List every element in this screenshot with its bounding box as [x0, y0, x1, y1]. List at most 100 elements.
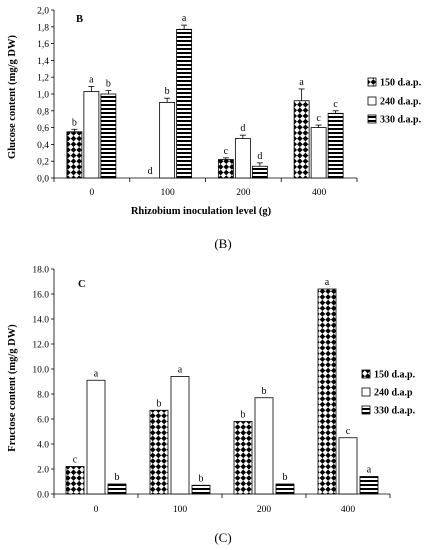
legend-label: 150 d.a.p. — [380, 78, 422, 89]
significance-letter: c — [73, 455, 78, 466]
y-tick-label: 4.0 — [37, 441, 49, 451]
bar — [107, 483, 127, 495]
y-axis-label-c: Fructose content (mg/g DW) — [7, 324, 18, 452]
bar — [233, 421, 253, 495]
x-tick-label: 200 — [257, 505, 272, 515]
y-tick-label: 8.0 — [37, 391, 49, 401]
y-tick-label: 2.0 — [37, 466, 49, 476]
bar — [234, 138, 251, 179]
bar — [170, 376, 190, 495]
legend-label: 330 d.a.p. — [380, 115, 422, 126]
bar — [275, 483, 295, 495]
caption-b: (B) — [214, 236, 231, 251]
legend-swatch — [361, 369, 371, 379]
bar — [86, 379, 106, 495]
y-tick-label: 1,4 — [37, 57, 49, 67]
significance-letter: c — [316, 113, 321, 124]
bar — [83, 91, 100, 179]
significance-letter: d — [257, 151, 262, 162]
significance-letter: a — [325, 277, 330, 288]
legend-swatch — [367, 96, 377, 106]
bar — [359, 476, 379, 495]
legend-label: 240 d.a.p — [374, 388, 413, 399]
significance-letter: d — [240, 123, 245, 134]
significance-letter: a — [94, 368, 99, 379]
significance-letter: c — [346, 426, 351, 437]
panel-label-b: B — [76, 14, 83, 25]
significance-letter: b — [241, 410, 246, 421]
x-tick-label: 100 — [173, 505, 188, 515]
legend-c: 150 d.a.p. 240 d.a.p 330 d.a.p. — [361, 369, 416, 417]
y-tick-label: 1,2 — [37, 74, 49, 84]
y-axis-label-b: Glucose content (mg/g DW) — [7, 35, 18, 159]
y-tick-label: 0,4 — [37, 141, 49, 151]
significance-letter: b — [199, 473, 204, 484]
y-tick-label: 10.0 — [32, 366, 49, 376]
legend-b: 150 d.a.p. 240 d.a.p. 330 d.a.p. — [367, 77, 422, 126]
bar — [338, 437, 358, 495]
y-tick-label: 18.0 — [32, 266, 49, 276]
significance-letter: a — [182, 13, 187, 24]
x-axis-label-b: Rhizobium inoculation level (g) — [131, 206, 272, 217]
x-tick-label: 200 — [236, 188, 251, 198]
x-tick-label: 0 — [94, 505, 99, 515]
bar — [317, 288, 337, 495]
significance-letter: a — [89, 74, 94, 85]
x-tick-label: 400 — [312, 188, 327, 198]
bar — [100, 93, 117, 179]
y-tick-label: 14.0 — [32, 316, 49, 326]
significance-letter: a — [178, 365, 183, 376]
bar — [65, 466, 85, 495]
bar — [310, 127, 327, 179]
y-tick-label: 1,8 — [37, 23, 49, 33]
legend-swatch — [361, 405, 371, 415]
x-tick-label: 400 — [341, 505, 356, 515]
y-tick-label: 1,6 — [37, 40, 49, 50]
significance-letter: b — [115, 472, 120, 483]
y-tick-label: 0,2 — [37, 158, 49, 168]
y-tick-label: 1,0 — [37, 91, 49, 101]
y-tick-label: 6.0 — [37, 416, 49, 426]
legend-label: 330 d.a.p. — [374, 406, 416, 417]
bar — [176, 28, 193, 179]
bar — [254, 397, 274, 495]
y-tick-label: 16.0 — [32, 291, 49, 301]
bar — [293, 100, 310, 179]
legend-swatch — [367, 77, 377, 87]
plot-area-b: 0,0 0,2 0,4 0,6 0,8 1,0 1,2 1,4 1,6 1,8 2,0 0 100 200… — [37, 7, 358, 198]
panel-label-c: C — [78, 279, 86, 290]
significance-letter: b — [283, 472, 288, 483]
significance-letter: b — [106, 79, 111, 90]
y-tick-label: 12.0 — [32, 341, 49, 351]
bar — [149, 409, 169, 495]
legend-swatch — [367, 114, 377, 124]
legend-label: 150 d.a.p. — [374, 370, 416, 381]
x-tick-label: 0 — [90, 188, 95, 198]
y-tick-label: 0,6 — [37, 124, 49, 134]
significance-letter: a — [367, 465, 372, 476]
significance-letter: b — [157, 398, 162, 409]
legend-swatch — [361, 387, 371, 397]
y-tick-label: 0,0 — [37, 175, 49, 185]
caption-c: (C) — [214, 530, 231, 545]
significance-letter: b — [262, 386, 267, 397]
significance-letter: b — [72, 117, 77, 128]
chart-b: B Glucose content (mg/g DW) Rhizobium in… — [7, 7, 422, 218]
significance-letter: a — [299, 77, 304, 88]
significance-letter: c — [224, 146, 229, 157]
y-tick-label: 0.0 — [37, 491, 49, 501]
chart-c: C Fructose content (mg/g DW) 0.0 2.0 4.0 6.… — [7, 266, 416, 516]
y-tick-label: 0,8 — [37, 107, 49, 117]
bar — [217, 159, 234, 179]
bar — [327, 112, 344, 179]
bar — [159, 102, 176, 179]
x-tick-label: 100 — [161, 188, 176, 198]
bar — [191, 484, 211, 495]
legend-label: 240 d.a.p. — [380, 97, 422, 108]
significance-letter: d — [148, 166, 153, 177]
y-tick-label: 2,0 — [37, 7, 49, 17]
bar — [251, 165, 268, 179]
bar — [66, 131, 83, 179]
plot-area-c: 0.0 2.0 4.0 6.0 8.0 10.0 12.0 14.0 16.0 18.0 0 100 2… — [32, 266, 391, 515]
